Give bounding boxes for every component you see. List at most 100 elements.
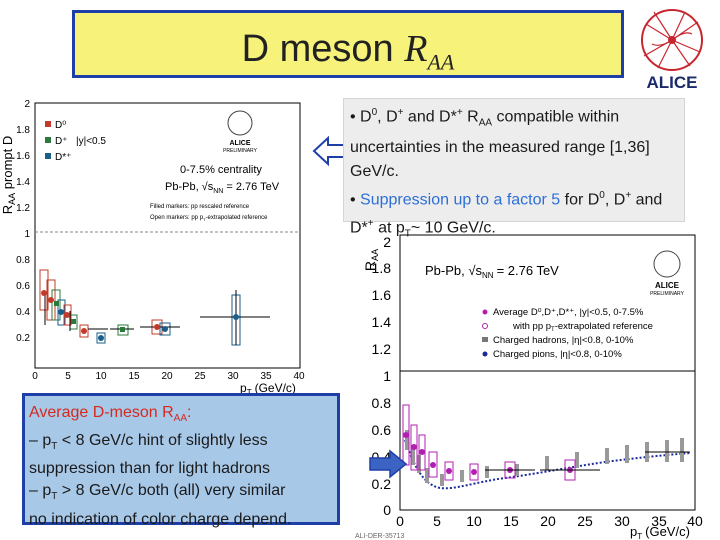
hadrons-boxes	[405, 430, 684, 486]
dmeson-point	[403, 432, 409, 438]
hadron-box	[665, 440, 669, 462]
x-tick: 10	[466, 513, 482, 529]
sys-box	[117, 324, 129, 336]
note-open: Open markers: pp pT-extrapolated referen…	[150, 215, 268, 222]
x-tick: 25	[577, 513, 593, 529]
x-tick: 35	[651, 513, 667, 529]
dmeson-point	[430, 462, 436, 468]
page-title: D meson RAA	[75, 27, 621, 76]
pions-curve	[404, 439, 691, 490]
alice-small-text: ALICE	[655, 281, 680, 290]
dmeson-points	[403, 432, 573, 475]
hadron-box	[605, 448, 609, 464]
point-d0	[64, 312, 70, 318]
data-points	[402, 404, 691, 490]
y-tick: 1.8	[372, 260, 392, 276]
x-tick: 20	[161, 371, 173, 382]
x-tick: 30	[614, 513, 630, 529]
y-tick: 1.4	[372, 314, 392, 330]
legend-marker-dplus	[45, 137, 51, 143]
x-axis-label: pT (GeV/c)	[240, 381, 296, 395]
system-label: Pb-Pb, √sNN = 2.76 TeV	[425, 263, 559, 280]
sys-box	[57, 299, 66, 326]
y-tick: 0.6	[16, 281, 30, 292]
dmeson-point	[446, 468, 452, 474]
note-filled: Filled markers: pp rescaled reference	[150, 204, 250, 210]
y-tick: 0.4	[16, 307, 30, 318]
alice-small-logo	[227, 110, 253, 136]
hadron-box	[575, 452, 579, 468]
point-dplus	[54, 301, 59, 306]
conclusion-high-pt: – pT > 8 GeV/c both (all) very similar	[29, 482, 286, 503]
dmeson-box	[469, 463, 479, 481]
point-d0	[48, 297, 54, 303]
dmeson-point	[411, 444, 417, 450]
legend-pions: Charged pions, |η|<0.8, 0-10%	[493, 349, 622, 360]
alice-small-text: ALICE	[230, 140, 251, 147]
point-dstar	[98, 335, 104, 341]
y-tick: 0	[383, 502, 391, 518]
alice-logo: ALICE	[641, 9, 703, 92]
dmeson-point	[419, 449, 425, 455]
y-tick: 1.6	[372, 287, 392, 303]
legend-dplus: D⁺	[55, 136, 68, 147]
title-r: R	[404, 28, 428, 70]
hadron-box	[440, 474, 444, 486]
legend-marker-dstar	[45, 153, 51, 159]
hadron-box	[485, 466, 489, 478]
alice-logo-text: ALICE	[647, 73, 698, 92]
conclusion-heading: Average D-meson RAA:	[29, 404, 192, 425]
point-dstar	[162, 326, 168, 332]
y-tick: 0.8	[372, 395, 392, 411]
x-tick: 15	[503, 513, 519, 529]
x-tick: 10	[95, 371, 107, 382]
title-text: D meson	[241, 28, 405, 70]
conclusion-box: Average D-meson RAA: – pT < 8 GeV/c hint…	[22, 393, 340, 528]
plot-footer-id: ALI-DER-35713	[355, 533, 405, 540]
hadron-box	[680, 438, 684, 462]
data-points	[39, 269, 270, 346]
hadron-box	[411, 445, 415, 465]
y-tick: 1.4	[16, 177, 30, 188]
arrow-right-icon	[369, 449, 408, 479]
legend-marker-hadrons	[482, 337, 488, 342]
point-d0	[81, 328, 87, 334]
point-dplus	[71, 319, 76, 324]
dmeson-box	[418, 434, 426, 471]
y-tick: 2	[24, 99, 30, 110]
legend-dmeson: Average D⁰,D⁺,D*⁺, |y|<0.5, 0-7.5%	[493, 307, 644, 318]
legend-marker-dmeson	[482, 309, 488, 315]
title-aa: AA	[427, 49, 455, 75]
y-axis-label: RAA prompt D	[0, 136, 17, 214]
dmeson-box	[410, 424, 418, 471]
preliminary-label: PRELIMINARY	[223, 148, 257, 154]
system-label: Pb-Pb, √sNN = 2.76 TeV	[165, 181, 280, 195]
y-tick: 0.6	[372, 422, 392, 438]
legend-hadrons: Charged hadrons, |η|<0.8, 0-10%	[493, 335, 634, 346]
legend-d0: D⁰	[55, 120, 66, 131]
bullet-suppression: • Suppression up to a factor 5 for D0, D…	[350, 189, 663, 240]
sys-box	[79, 324, 89, 338]
dmeson-box	[428, 451, 438, 478]
y-tick: 0.2	[16, 333, 30, 344]
point-d0	[154, 324, 160, 330]
point-dstar	[233, 314, 239, 320]
y-tick: 1.6	[16, 151, 30, 162]
rapidity-label: |y|<0.5	[76, 136, 106, 147]
hadron-box	[425, 468, 429, 483]
hadron-box	[625, 445, 629, 463]
point-d0	[41, 290, 47, 296]
preliminary-label: PRELIMINARY	[650, 291, 684, 297]
point-dplus	[120, 327, 125, 332]
y-tick: 1.8	[16, 125, 30, 136]
x-tick: 0	[396, 513, 404, 529]
legend-marker-extrapolated	[482, 323, 488, 329]
legend-marker-d0	[45, 121, 51, 127]
hadron-box	[405, 430, 409, 450]
title-banner: D meson RAA	[72, 10, 624, 78]
x-tick: 5	[65, 371, 71, 382]
x-tick: 35	[260, 371, 272, 382]
y-tick: 0.2	[372, 476, 392, 492]
y-tick: 2	[383, 234, 391, 250]
y-tick: 1.2	[372, 341, 392, 357]
